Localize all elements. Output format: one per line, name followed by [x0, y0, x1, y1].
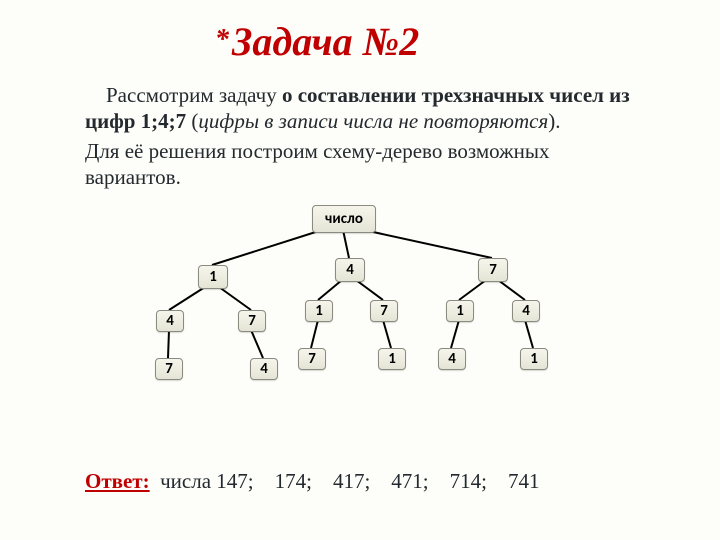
tree-node-l2-1: 7 [238, 310, 266, 332]
p1-d: цифры в записи числа не повторяются [198, 109, 548, 133]
tree-root: число [312, 205, 376, 233]
answer-line: Ответ: числа 147; 174; 417; 471; 714; 74… [85, 468, 539, 494]
title-asterisk: * [215, 24, 229, 56]
tree-node-l3-1: 4 [250, 358, 278, 380]
tree-node-l3-2: 7 [298, 348, 326, 370]
tree-node-l3-0: 7 [155, 358, 183, 380]
p1-e: ). [548, 109, 560, 133]
tree-node-l1-2: 7 [478, 258, 508, 282]
tree-node-l2-0: 4 [156, 310, 184, 332]
tree-node-l1-0: 1 [198, 265, 228, 289]
tree-node-l2-5: 4 [512, 300, 540, 322]
paragraph-1: Рассмотрим задачу о составлении трехзнач… [85, 82, 645, 135]
answer-label: Ответ: [85, 469, 150, 493]
tree-node-l2-2: 1 [305, 300, 333, 322]
paragraph-2: Для её решения построим схему-дерево воз… [85, 138, 645, 191]
tree-node-l3-3: 1 [378, 348, 406, 370]
title-text: Задача №2 [232, 18, 419, 65]
tree-node-l3-5: 1 [520, 348, 548, 370]
answer-values: числа 147; 174; 417; 471; 714; 741 [150, 469, 540, 493]
tree-node-l3-4: 4 [438, 348, 466, 370]
p1-a: Рассмотрим задачу [106, 83, 282, 107]
tree-node-l1-1: 4 [335, 258, 365, 282]
tree-node-l2-3: 7 [370, 300, 398, 322]
p1-indent [85, 83, 106, 107]
tree-node-l2-4: 1 [446, 300, 474, 322]
